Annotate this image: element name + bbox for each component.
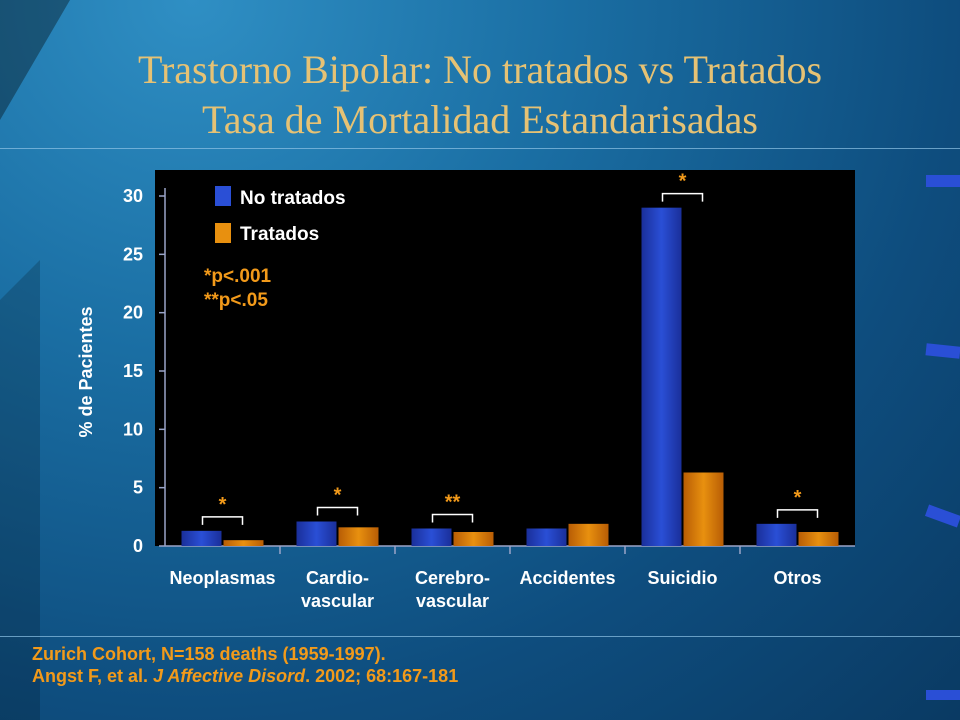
axes: [159, 188, 855, 554]
significance-bracket: [776, 509, 819, 518]
legend: No tratados Tratados: [215, 186, 346, 245]
category-label: Accidentes: [519, 568, 615, 588]
citation-journal: J Affective Disord: [153, 666, 306, 686]
y-tick-label: 10: [123, 419, 143, 439]
significance-marker: *: [679, 171, 687, 193]
bar-tratados: [223, 540, 264, 546]
category-label: Suicidio: [647, 568, 717, 588]
legend-label-tratados: Tratados: [240, 224, 319, 245]
significance-bracket: [201, 516, 244, 525]
slide-title-line2: Tasa de Mortalidad Estandarisadas: [202, 97, 758, 142]
legend-label-no-tratados: No tratados: [240, 188, 346, 209]
significance-brackets: * * ****: [201, 171, 819, 525]
p-value-note-2: **p<.05: [204, 290, 268, 311]
bar-no-tratados: [296, 521, 337, 546]
bars: [181, 207, 839, 546]
y-tick-label: 20: [123, 303, 143, 323]
bar-tratados: [798, 532, 839, 546]
citation-authors: Angst F, et al.: [32, 666, 154, 686]
significance-marker: *: [334, 485, 342, 507]
significance-bracket: [661, 192, 704, 202]
title-divider: [0, 148, 960, 149]
labels: 0 5 10 15 20 25 30 Neoplasmas Cardio-vascular Cer…: [123, 186, 822, 611]
y-tick-label: 5: [133, 478, 143, 498]
category-label: vascular: [416, 591, 489, 611]
significance-marker: *: [794, 487, 802, 509]
y-axis-label: % de Pacientes: [76, 306, 96, 437]
significance-marker: **: [445, 492, 461, 514]
y-tick-label: 25: [123, 244, 143, 264]
bar-no-tratados: [181, 530, 222, 546]
bar-no-tratados: [641, 207, 682, 546]
y-tick-label: 0: [133, 536, 143, 556]
y-tick-label: 15: [123, 361, 143, 381]
category-label: Cerebro-: [415, 568, 490, 588]
significance-bracket: [431, 513, 474, 523]
category-label: Cardio-: [306, 568, 369, 588]
bar-tratados: [338, 527, 379, 546]
citation-details: . 2002; 68:167-181: [305, 666, 459, 686]
y-tick-label: 30: [123, 186, 143, 206]
category-label: Otros: [773, 568, 821, 588]
bar-tratados: [568, 523, 609, 546]
footer-citation: Angst F, et al. J Affective Disord. 2002…: [32, 666, 458, 687]
p-value-note-1: *p<.001: [204, 266, 272, 287]
footer-source: Zurich Cohort, N=158 deaths (1959-1997).: [32, 644, 386, 664]
bar-no-tratados: [526, 528, 567, 546]
footer-divider: [0, 636, 960, 637]
bar-tratados: [453, 532, 494, 546]
bar-tratados: [683, 472, 724, 546]
plot-area: [155, 170, 855, 546]
category-label: Neoplasmas: [169, 568, 275, 588]
significance-marker: *: [219, 494, 227, 516]
legend-swatch-tratados: [215, 223, 231, 243]
legend-swatch-no-tratados: [215, 186, 231, 206]
bar-no-tratados: [756, 523, 797, 546]
category-label: vascular: [301, 591, 374, 611]
bar-no-tratados: [411, 528, 452, 546]
significance-bracket: [316, 506, 359, 516]
slide-title-line1: Trastorno Bipolar: No tratados vs Tratad…: [137, 47, 823, 92]
